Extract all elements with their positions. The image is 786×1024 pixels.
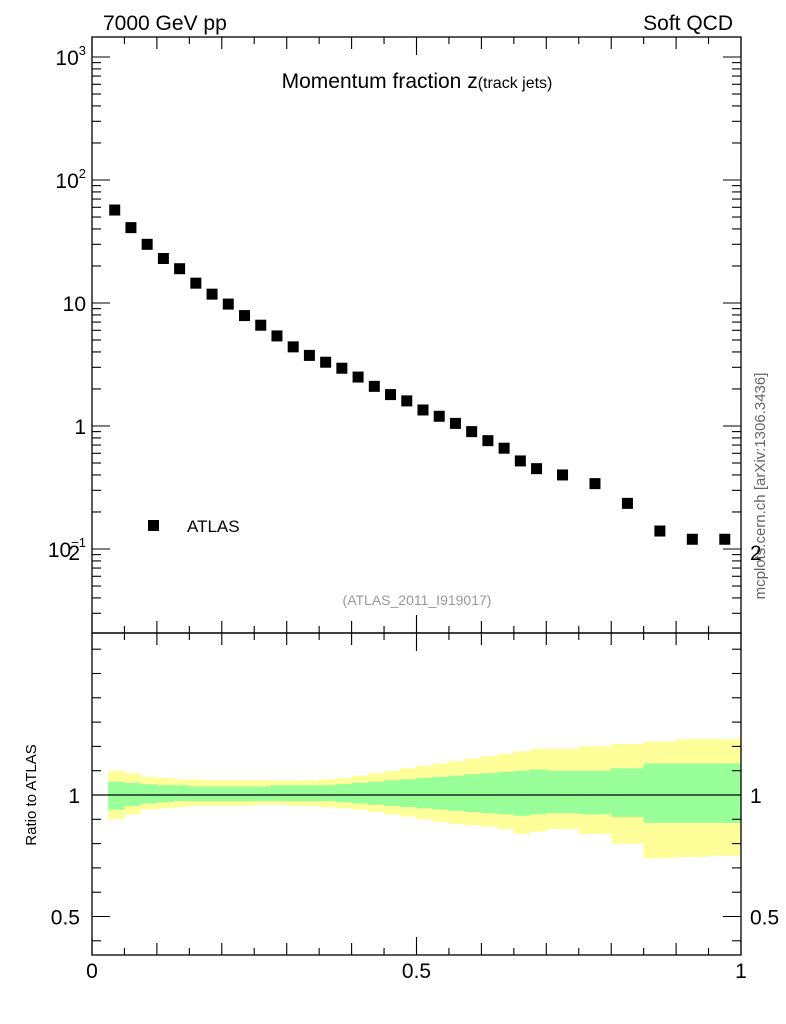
data-point <box>654 525 666 537</box>
legend-label: ATLAS <box>187 517 240 536</box>
data-point <box>433 410 445 422</box>
main-ytick-label-1e-1: 10−1 <box>48 535 86 562</box>
main-frame <box>91 36 742 634</box>
data-point <box>589 478 601 490</box>
ratio-xtick-label: 1 <box>735 960 747 983</box>
data-point <box>109 204 121 216</box>
data-point <box>417 404 429 416</box>
data-point <box>498 442 510 454</box>
main-title: Momentum fraction z(track jets) <box>282 70 553 93</box>
main-axis-ticks <box>91 37 742 633</box>
data-point <box>514 455 526 467</box>
data-point <box>287 341 299 353</box>
main-ytick-label-1: 1 <box>74 416 86 439</box>
ratio-ytick-label-left: 2 <box>68 542 80 565</box>
data-point <box>449 417 461 429</box>
data-point <box>401 395 413 407</box>
data-point <box>320 356 332 368</box>
data-point <box>239 310 251 322</box>
data-point <box>719 533 731 545</box>
data-point <box>206 288 218 300</box>
data-point <box>557 469 569 481</box>
ratio-ytick-label-right: 1 <box>750 785 762 808</box>
data-point <box>531 463 543 475</box>
ratio-band-stat <box>108 763 741 823</box>
data-point <box>174 263 186 275</box>
main-ytick-label-1e2: 102 <box>55 166 86 193</box>
data-point <box>368 380 380 392</box>
side-label: mcplots.cern.ch [arXiv:1306.3436] <box>752 373 769 600</box>
data-point <box>336 362 348 374</box>
main-title-subscript: (track jets) <box>478 75 553 92</box>
analysis-label: (ATLAS_2011_I919017) <box>343 592 492 608</box>
data-point <box>125 222 137 234</box>
data-point <box>385 389 397 401</box>
data-point <box>190 277 202 289</box>
data-point <box>352 371 364 383</box>
main-ytick-label-10: 10 <box>63 293 86 316</box>
ratio-ytick-label-right: 2 <box>750 542 762 565</box>
data-point <box>686 533 698 545</box>
data-point <box>222 298 234 310</box>
data-point <box>255 319 267 331</box>
data-point <box>157 253 169 265</box>
ratio-ytick-label-left: 1 <box>68 785 80 808</box>
main-title-text: Momentum fraction z <box>282 70 478 93</box>
ratio-ylabel: Ratio to ATLAS <box>23 744 40 845</box>
main-ytick-label-1e3: 103 <box>55 43 86 70</box>
header-right: Soft QCD <box>643 12 733 35</box>
main-data-points <box>109 204 731 545</box>
data-point <box>466 426 478 438</box>
ratio-frame <box>91 632 742 956</box>
ratio-xtick-label: 0.5 <box>402 960 431 983</box>
ratio-xtick-label: 0 <box>86 960 98 983</box>
data-point <box>621 497 633 509</box>
ratio-bands <box>92 739 741 859</box>
ratio-axis-ticks: 0.5 0.5 1 1 2 2 0 0.5 1 <box>51 542 779 983</box>
data-point <box>141 238 153 250</box>
ratio-ytick-label-left: 0.5 <box>51 907 80 930</box>
ratio-ytick-label-right: 0.5 <box>750 907 779 930</box>
data-point <box>482 435 494 447</box>
legend-marker <box>148 520 159 531</box>
header-left: 7000 GeV pp <box>103 12 227 35</box>
data-point <box>271 330 283 342</box>
data-point <box>303 349 315 361</box>
